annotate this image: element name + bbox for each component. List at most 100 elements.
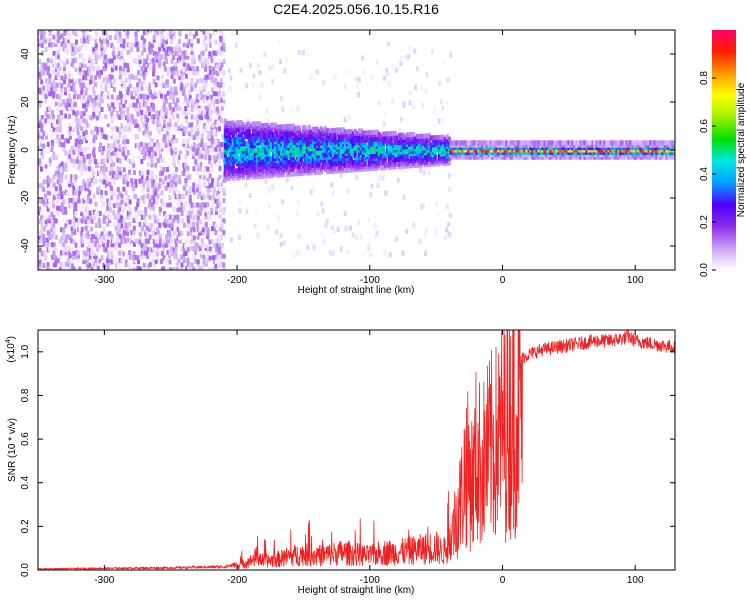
heatmap-cell (174, 111, 178, 117)
heatmap-cell (116, 209, 120, 215)
heatmap-cell (206, 134, 210, 140)
heatmap-cell (160, 181, 164, 187)
heatmap-cell (84, 225, 88, 231)
heatmap-cell (146, 250, 150, 256)
heatmap-cell (68, 82, 72, 88)
heatmap-cell (138, 127, 142, 132)
heatmap-cell (162, 30, 166, 32)
heatmap-cell (124, 86, 128, 92)
heatmap-cell (60, 142, 64, 148)
heatmap-cell (100, 127, 104, 133)
heatmap-cell (190, 107, 194, 113)
heatmap-cell (182, 222, 186, 228)
heatmap-cell (198, 210, 202, 216)
heatmap-cell (271, 63, 275, 69)
heatmap-cell (208, 111, 212, 117)
heatmap-cell (114, 155, 118, 160)
heatmap-cell (146, 62, 150, 68)
heatmap-cell (158, 129, 162, 135)
heatmap-cell (225, 121, 229, 126)
heatmap-cell (208, 195, 212, 201)
heatmap-cell (72, 174, 76, 180)
heatmap-cell (192, 222, 196, 227)
heatmap-cell (80, 202, 84, 208)
heatmap-cell (38, 74, 42, 80)
heatmap-cell (190, 82, 194, 88)
heatmap-cell (206, 193, 210, 199)
heatmap-cell (104, 174, 108, 180)
heatmap-cell (178, 110, 182, 116)
heatmap-cell (214, 151, 218, 157)
heatmap-cell (178, 38, 182, 44)
heatmap-cell (80, 113, 84, 119)
heatmap-cell (256, 233, 260, 238)
heatmap-cell (192, 70, 196, 76)
heatmap-cell (376, 183, 380, 188)
heatmap-cell (140, 141, 144, 147)
heatmap-cell (387, 155, 391, 161)
heatmap-cell (184, 163, 188, 169)
heatmap-cell (74, 177, 78, 183)
heatmap-cell (96, 163, 100, 168)
heatmap-cell (144, 211, 148, 217)
heatmap-cell (200, 115, 204, 121)
heatmap-cell (377, 148, 381, 154)
heatmap-cell (206, 114, 210, 120)
heatmap-cell (116, 134, 120, 140)
heatmap-cell (84, 119, 88, 125)
heatmap-cell (172, 31, 176, 37)
heatmap-cell (263, 123, 267, 129)
heatmap-cell (42, 131, 46, 137)
heatmap-cell (142, 97, 146, 103)
heatmap-cell (158, 258, 162, 264)
heatmap-cell (188, 90, 192, 95)
heatmap-cell (229, 75, 233, 81)
heatmap-cell (156, 127, 160, 132)
heatmap-cell (210, 141, 214, 147)
heatmap-cell (212, 255, 216, 261)
heatmap-cell (146, 143, 150, 149)
heatmap-cell (146, 187, 150, 193)
heatmap-cell (126, 210, 130, 216)
heatmap-cell (279, 124, 283, 130)
heatmap-cell (194, 159, 198, 165)
heatmap-cell (362, 69, 366, 75)
heatmap-cell (40, 150, 44, 156)
heatmap-cell (196, 38, 200, 44)
heatmap-cell (192, 230, 195, 236)
heatmap-cell (461, 140, 465, 146)
heatmap-cell (176, 50, 180, 56)
heatmap-cell (287, 152, 291, 158)
heatmap-cell (78, 70, 82, 75)
heatmap-cell (178, 33, 182, 39)
heatmap-cell (164, 185, 168, 191)
heatmap-cell (373, 141, 377, 147)
heatmap-cell (94, 95, 98, 101)
heatmap-cell (144, 250, 148, 256)
heatmap-cell (206, 59, 209, 65)
heatmap-cell (106, 234, 110, 240)
heatmap-cell (475, 140, 479, 146)
heatmap-cell (44, 159, 48, 165)
heatmap-cell (52, 151, 56, 157)
heatmap-cell (63, 186, 66, 191)
heatmap-cell (112, 161, 116, 167)
heatmap-cell (156, 118, 160, 124)
heatmap-cell (281, 124, 285, 130)
heatmap-cell (182, 86, 186, 92)
heatmap-cell (40, 138, 44, 144)
heatmap-cell (80, 151, 84, 156)
heatmap-cell (130, 114, 134, 120)
heatmap-cell (369, 146, 373, 152)
heatmap-cell (150, 154, 154, 160)
heatmap-cell (176, 203, 180, 209)
heatmap-cell (375, 59, 379, 65)
heatmap-cell (148, 126, 152, 132)
heatmap-cell (90, 75, 94, 81)
heatmap-cell (218, 241, 222, 247)
heatmap-cell (218, 98, 222, 104)
heatmap-cell (200, 118, 204, 124)
heatmap-cell (146, 151, 150, 157)
heatmap-cell (112, 222, 116, 228)
heatmap-cell (399, 60, 403, 66)
